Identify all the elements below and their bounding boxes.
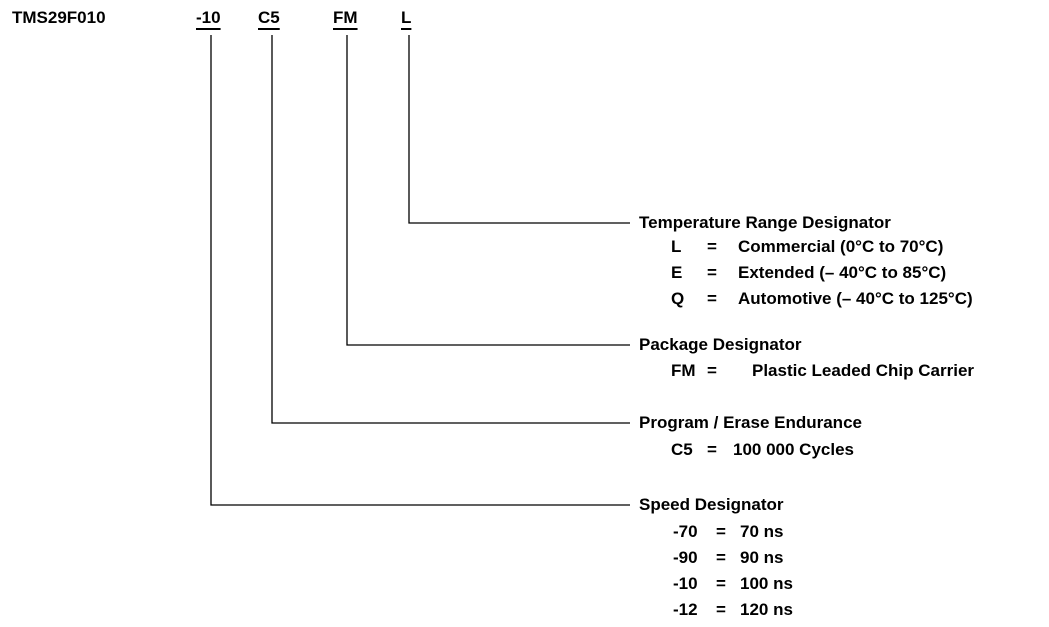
entry-eq: = <box>716 548 726 567</box>
entry-desc: Plastic Leaded Chip Carrier <box>752 361 975 380</box>
entry-code: Q <box>671 289 685 308</box>
connector-package <box>346 35 630 346</box>
entry-code: E <box>671 263 683 282</box>
package-heading: Package Designator <box>639 335 802 354</box>
entry-eq: = <box>716 522 726 541</box>
entry-code: FM <box>671 361 696 380</box>
segment-speed: -10 <box>196 8 221 27</box>
temperature-heading: Temperature Range Designator <box>639 213 891 232</box>
connector-temperature <box>408 35 630 224</box>
entry-code: C5 <box>671 440 693 459</box>
connector-endurance <box>271 35 630 424</box>
entry-code: -10 <box>673 574 698 593</box>
entry-desc: 90 ns <box>740 548 784 567</box>
endurance-heading: Program / Erase Endurance <box>639 413 862 432</box>
connector-speed <box>210 35 630 506</box>
entry-desc: Automotive (– 40°C to 125°C) <box>738 289 973 308</box>
segment-package: FM <box>333 8 358 27</box>
entry-code: -12 <box>673 600 698 619</box>
entry-eq: = <box>716 574 726 593</box>
entry-desc: 70 ns <box>740 522 784 541</box>
entry-desc: Extended (– 40°C to 85°C) <box>738 263 947 282</box>
entry-eq: = <box>707 361 717 380</box>
speed-heading: Speed Designator <box>639 495 784 514</box>
entry-desc: 120 ns <box>740 600 793 619</box>
entry-code: -70 <box>673 522 698 541</box>
entry-eq: = <box>707 440 717 459</box>
part-number: TMS29F010 <box>12 8 106 27</box>
entry-code: L <box>671 237 682 256</box>
entry-eq: = <box>707 289 717 308</box>
entry-desc: 100 000 Cycles <box>733 440 854 459</box>
entry-desc: 100 ns <box>740 574 793 593</box>
entry-eq: = <box>707 263 717 282</box>
entry-eq: = <box>707 237 717 256</box>
segment-temperature: L <box>401 8 412 27</box>
entry-desc: Commercial (0°C to 70°C) <box>738 237 944 256</box>
entry-eq: = <box>716 600 726 619</box>
entry-code: -90 <box>673 548 698 567</box>
segment-endurance: C5 <box>258 8 280 27</box>
